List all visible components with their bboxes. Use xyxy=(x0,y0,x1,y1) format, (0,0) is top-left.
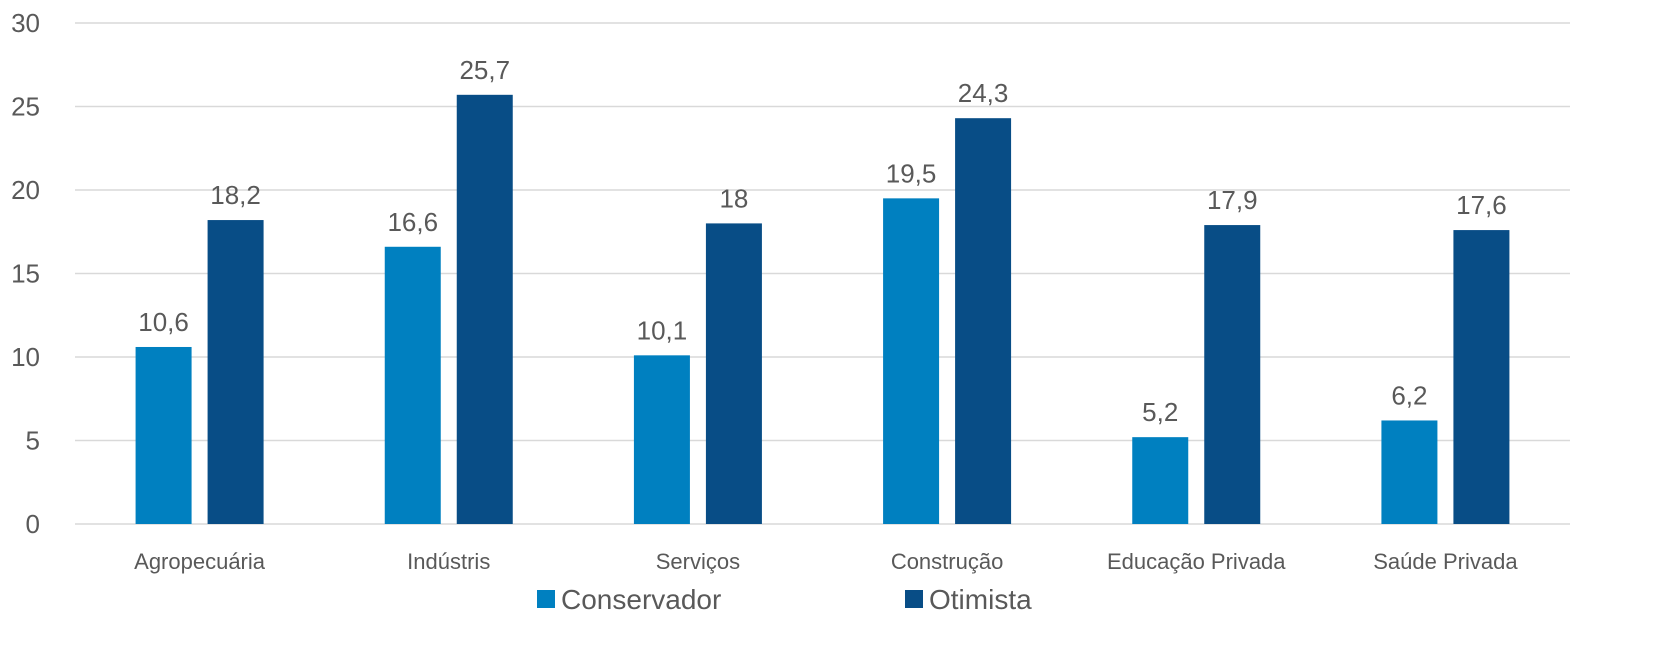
bar-conservador xyxy=(883,198,940,524)
y-tick-label: 20 xyxy=(11,175,40,205)
x-category-label: Educação Privada xyxy=(1107,549,1286,574)
bar-otimista xyxy=(456,94,513,524)
data-label: 10,6 xyxy=(138,307,189,337)
data-label: 24,3 xyxy=(958,78,1009,108)
bar-conservador xyxy=(135,346,192,524)
y-tick-label: 25 xyxy=(11,92,40,122)
data-label: 5,2 xyxy=(1142,397,1178,427)
y-tick-label: 15 xyxy=(11,259,40,289)
data-label: 18,2 xyxy=(210,180,261,210)
bar-conservador xyxy=(384,246,441,524)
x-category-label: Construção xyxy=(891,549,1004,574)
bar-conservador xyxy=(1132,437,1189,524)
data-label: 16,6 xyxy=(387,207,438,237)
y-tick-label: 5 xyxy=(26,426,40,456)
bar-otimista xyxy=(207,220,264,524)
bar-otimista xyxy=(705,223,762,524)
data-label: 25,7 xyxy=(459,55,510,85)
data-label: 17,9 xyxy=(1207,185,1258,215)
data-label: 17,6 xyxy=(1456,190,1507,220)
x-category-label: Agropecuária xyxy=(134,549,266,574)
legend-label: Otimista xyxy=(929,584,1032,615)
x-category-label: Indústris xyxy=(407,549,490,574)
bar-otimista xyxy=(1204,225,1261,524)
data-label: 19,5 xyxy=(886,158,937,188)
y-tick-label: 0 xyxy=(26,509,40,539)
x-category-label: Serviços xyxy=(656,549,740,574)
data-label: 10,1 xyxy=(637,315,688,345)
legend-swatch-otimista xyxy=(905,590,923,608)
legend-label: Conservador xyxy=(561,584,721,615)
data-label: 6,2 xyxy=(1391,380,1427,410)
data-label: 18 xyxy=(719,183,748,213)
legend-swatch-conservador xyxy=(537,590,555,608)
x-category-label: Saúde Privada xyxy=(1373,549,1518,574)
bar-otimista xyxy=(955,118,1012,524)
bar-otimista xyxy=(1453,230,1510,524)
bar-conservador xyxy=(633,355,690,524)
y-tick-label: 10 xyxy=(11,342,40,372)
y-tick-label: 30 xyxy=(11,8,40,38)
bar-conservador xyxy=(1381,420,1438,524)
